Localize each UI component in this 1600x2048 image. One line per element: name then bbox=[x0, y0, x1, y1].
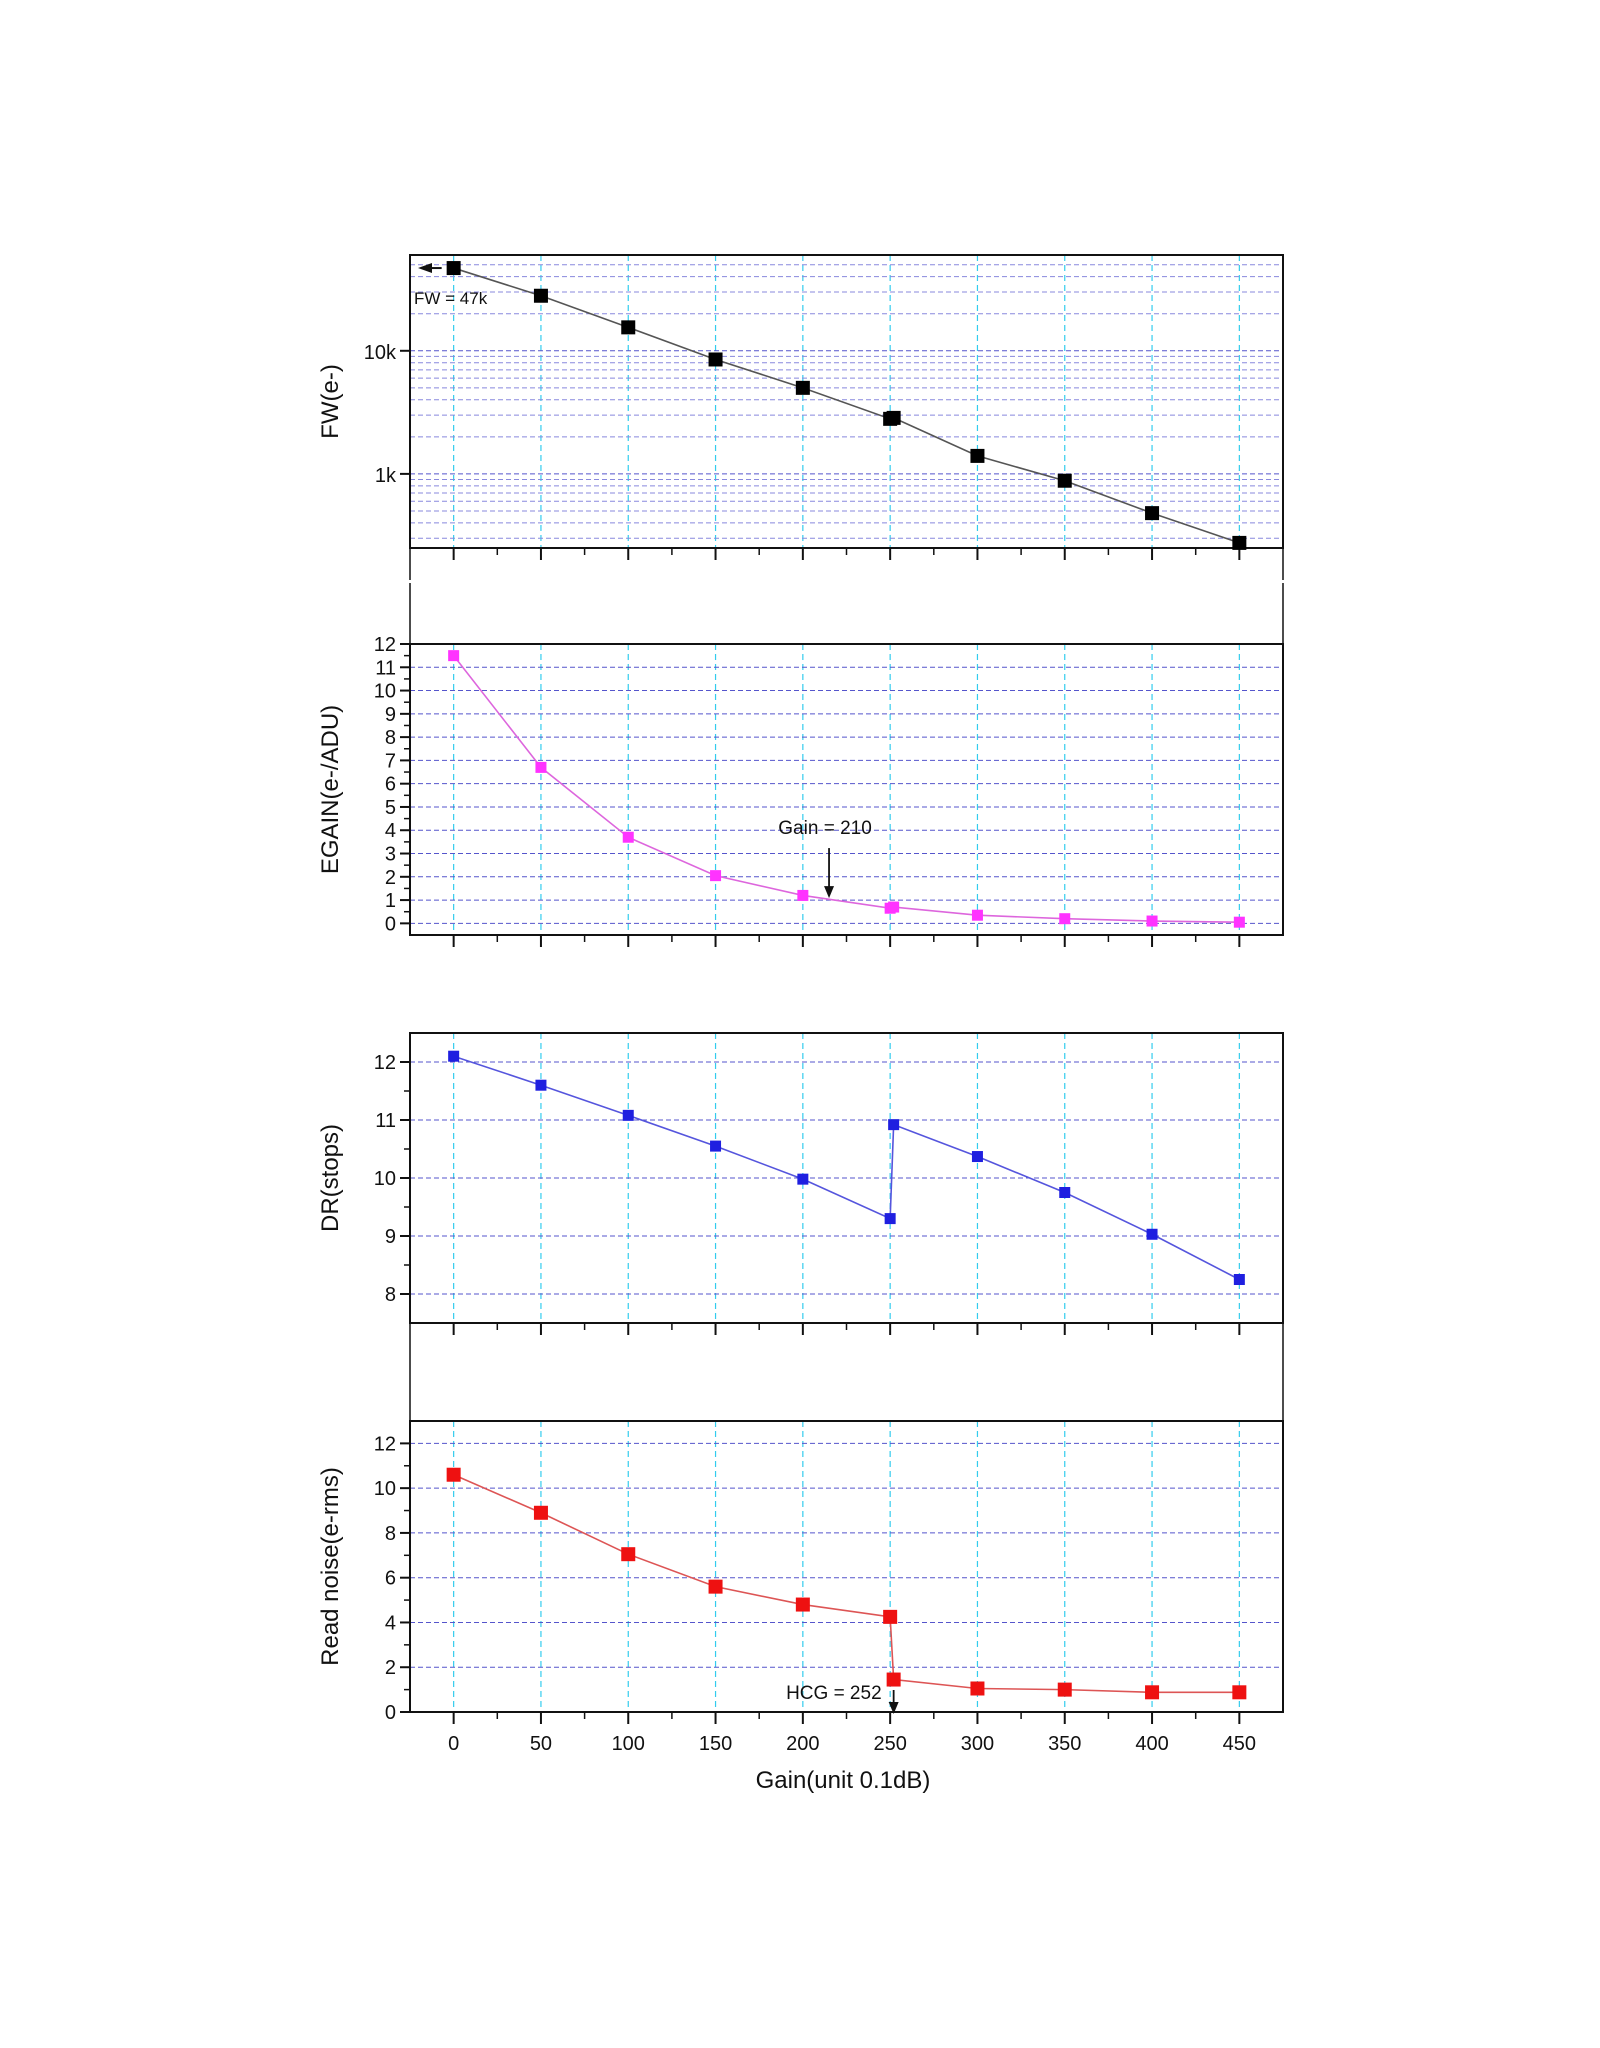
x-tick-label: 250 bbox=[873, 1733, 906, 1755]
data-point bbox=[884, 1213, 896, 1225]
y-tick-label: 10 bbox=[374, 1478, 396, 1500]
panel-rn: 0 2 4 6 8 10 12 Read noise(e-rms) HCG = 252 0 50 10… bbox=[317, 1335, 1284, 1755]
x-tick-label: 100 bbox=[612, 1733, 645, 1755]
y-tick-label: 8 bbox=[385, 1284, 396, 1306]
y-axis-label: FW(e-) bbox=[317, 364, 344, 439]
data-point bbox=[886, 410, 901, 425]
y-tick-label: 12 bbox=[374, 1052, 396, 1074]
y-tick-label: 4 bbox=[385, 820, 396, 842]
data-point bbox=[970, 448, 985, 463]
x-tick-label: 400 bbox=[1135, 1733, 1168, 1755]
y-axis-label: DR(stops) bbox=[317, 1124, 344, 1232]
y-tick-label: 12 bbox=[374, 634, 396, 656]
y-tick-label: 2 bbox=[385, 867, 396, 889]
series-line bbox=[453, 1473, 1240, 1694]
data-point bbox=[446, 1467, 461, 1482]
data-point bbox=[621, 320, 636, 335]
data-point bbox=[621, 1547, 636, 1562]
data-point bbox=[795, 1597, 810, 1612]
data-point bbox=[795, 380, 810, 395]
y-tick-label: 11 bbox=[375, 657, 396, 679]
data-point bbox=[1057, 1682, 1072, 1697]
y-tick-label: 6 bbox=[385, 1568, 396, 1590]
data-point bbox=[448, 650, 460, 662]
y-tick-label: 9 bbox=[385, 1226, 396, 1248]
y-tick-label: 4 bbox=[385, 1612, 396, 1634]
x-tick-label: 50 bbox=[530, 1733, 552, 1755]
x-tick-label: 0 bbox=[448, 1733, 459, 1755]
x-axis-label: Gain(unit 0.1dB) bbox=[756, 1767, 931, 1794]
data-point bbox=[888, 901, 900, 913]
data-point bbox=[1146, 915, 1158, 927]
data-point bbox=[970, 1681, 985, 1696]
y-tick-label: 8 bbox=[385, 727, 396, 749]
y-tick-label: 7 bbox=[385, 750, 396, 772]
y-tick-label: 6 bbox=[385, 774, 396, 796]
data-point bbox=[708, 352, 723, 367]
annotation-label: Gain = 210 bbox=[778, 818, 872, 839]
y-tick-label: 11 bbox=[375, 1110, 396, 1132]
data-point bbox=[886, 1672, 901, 1687]
series-line bbox=[453, 655, 1240, 923]
y-axis-label: Read noise(e-rms) bbox=[317, 1467, 344, 1666]
data-point bbox=[535, 1079, 547, 1091]
panel-dr: 8 9 10 11 12 DR(stops) bbox=[317, 1032, 1284, 1335]
x-tick-label: 200 bbox=[786, 1733, 819, 1755]
data-point bbox=[446, 261, 461, 276]
x-tick-label: 350 bbox=[1048, 1733, 1081, 1755]
annotation-label: FW = 47k bbox=[414, 289, 488, 308]
y-tick-label: 10k bbox=[364, 342, 397, 364]
series-line bbox=[453, 1055, 1240, 1281]
y-tick-label: 1k bbox=[375, 465, 397, 487]
y-tick-label: 10 bbox=[374, 681, 396, 703]
data-point bbox=[797, 1173, 809, 1185]
y-axis-label: EGAIN(e-/ADU) bbox=[317, 705, 344, 874]
y-tick-label: 2 bbox=[385, 1657, 396, 1679]
data-point bbox=[448, 1050, 460, 1062]
data-point bbox=[1233, 1274, 1245, 1285]
annotation-label: HCG = 252 bbox=[786, 1683, 882, 1704]
data-point bbox=[535, 761, 547, 773]
y-tick-label: 1 bbox=[385, 890, 396, 912]
x-tick-label: 300 bbox=[961, 1733, 994, 1755]
data-point bbox=[971, 909, 983, 921]
y-tick-label: 10 bbox=[374, 1168, 396, 1190]
y-tick-label: 3 bbox=[385, 844, 396, 866]
data-point bbox=[622, 1109, 634, 1121]
data-point bbox=[1059, 913, 1071, 925]
y-tick-label: 9 bbox=[385, 704, 396, 726]
data-point bbox=[883, 1609, 898, 1624]
data-point bbox=[533, 288, 548, 303]
data-point bbox=[971, 1151, 983, 1163]
y-tick-label: 5 bbox=[385, 797, 396, 819]
data-point bbox=[1057, 473, 1072, 488]
data-point bbox=[622, 831, 634, 843]
data-point bbox=[1233, 916, 1245, 928]
data-point bbox=[710, 1140, 722, 1152]
x-tick-label: 450 bbox=[1223, 1733, 1256, 1755]
annotation-arrowhead bbox=[824, 886, 835, 899]
annotation-arrowhead bbox=[888, 1702, 899, 1714]
x-tick-label: 150 bbox=[699, 1733, 732, 1755]
data-point bbox=[1145, 506, 1160, 521]
data-point bbox=[1145, 1685, 1160, 1700]
data-point bbox=[1146, 1228, 1158, 1240]
y-tick-label: 12 bbox=[374, 1433, 396, 1455]
data-point bbox=[710, 870, 722, 882]
data-point bbox=[797, 889, 809, 901]
data-point bbox=[533, 1505, 548, 1520]
y-tick-label: 0 bbox=[385, 1702, 396, 1724]
panel-fw: 1k 10k FW(e-) FW = 47k bbox=[317, 254, 1284, 580]
annotation-arrowhead bbox=[418, 263, 432, 274]
data-point bbox=[1232, 535, 1247, 550]
data-point bbox=[888, 1119, 900, 1131]
y-tick-label: 8 bbox=[385, 1523, 396, 1545]
y-tick-label: 0 bbox=[385, 913, 396, 935]
data-point bbox=[708, 1579, 723, 1594]
data-point bbox=[1059, 1187, 1071, 1198]
data-point bbox=[1232, 1685, 1247, 1700]
